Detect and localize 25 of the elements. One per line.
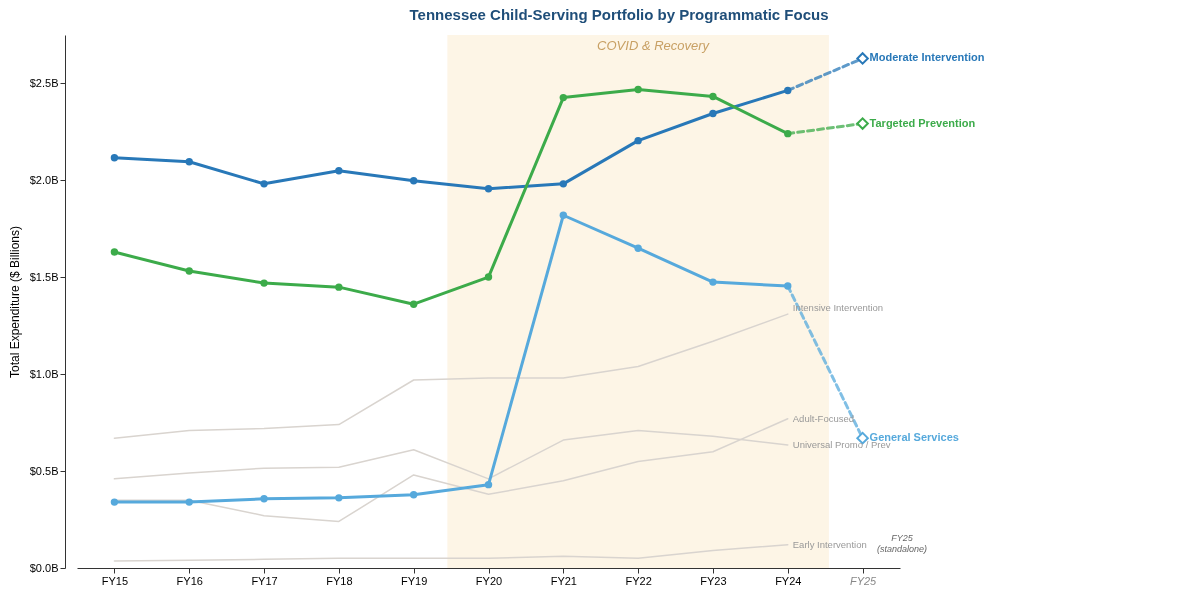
x-tick-label: FY18	[326, 574, 353, 587]
x-tick-label: FY15	[101, 574, 129, 587]
x-tick-label: FY23	[700, 574, 727, 587]
y-tick-label: $1.5B	[29, 270, 59, 283]
y-tick-label: $2.5B	[29, 76, 59, 89]
annotation: FY25 (standalone)	[876, 533, 928, 554]
x-tick-label: FY20	[475, 574, 503, 587]
x-tick-label: FY17	[251, 574, 278, 587]
x-tick-label: FY16	[176, 574, 203, 587]
text: Targeted Prevention	[869, 116, 976, 129]
chart-title: Tennessee Child-Serving Portfolio by Programmatic Focus	[409, 6, 829, 23]
x-tick-label: FY19	[401, 574, 428, 587]
x-tick-label: FY21	[550, 574, 577, 587]
x-tick-label: FY24	[775, 574, 802, 587]
x-tick-label: FY22	[625, 574, 652, 587]
y-tick-label: $0.5B	[29, 464, 59, 477]
band-label: COVID & Recovery	[597, 38, 711, 53]
series-label: Adult-Focused	[792, 412, 855, 424]
x-tick-label: FY25	[849, 574, 878, 587]
y-tick-label: $1.0B	[29, 367, 59, 380]
text: Moderate Intervention	[869, 51, 985, 64]
y-tick-label: $2.0B	[29, 173, 59, 186]
y-tick-label: $0.0B	[29, 561, 59, 574]
y-axis-title: Total Expenditure ($ Billions)	[7, 225, 22, 379]
series-label: Early Intervention	[792, 538, 867, 550]
